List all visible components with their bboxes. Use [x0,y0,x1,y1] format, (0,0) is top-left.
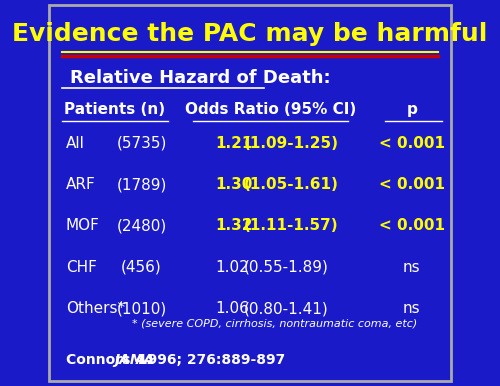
Text: MOF: MOF [66,218,100,234]
Text: 1.21: 1.21 [215,136,252,151]
FancyBboxPatch shape [50,5,450,381]
Text: 1.30: 1.30 [215,177,252,192]
Text: All: All [66,136,84,151]
Text: < 0.001: < 0.001 [378,177,444,192]
Text: 1.02: 1.02 [215,260,249,275]
Text: Odds Ratio (95% CI): Odds Ratio (95% CI) [185,102,356,117]
Text: Patients (n): Patients (n) [64,102,166,117]
Text: 1.32: 1.32 [215,218,252,234]
Text: CHF: CHF [66,260,96,275]
Text: Evidence the PAC may be harmful: Evidence the PAC may be harmful [12,22,488,46]
Text: (5735): (5735) [116,136,166,151]
Text: (0.80-1.41): (0.80-1.41) [244,301,328,316]
Text: (1010): (1010) [116,301,166,316]
Text: ns: ns [403,260,420,275]
Text: * (severe COPD, cirrhosis, nontraumatic coma, etc): * (severe COPD, cirrhosis, nontraumatic … [132,318,417,328]
Text: JAMA: JAMA [114,353,154,367]
Text: (1.11-1.57): (1.11-1.57) [244,218,338,234]
Text: (1.09-1.25): (1.09-1.25) [244,136,339,151]
Text: Others*: Others* [66,301,125,316]
Text: (0.55-1.89): (0.55-1.89) [244,260,328,275]
Text: (1.05-1.61): (1.05-1.61) [244,177,338,192]
Text: Connors A.: Connors A. [66,353,156,367]
Text: < 0.001: < 0.001 [378,218,444,234]
Text: ns: ns [403,301,420,316]
Text: 1.06: 1.06 [215,301,249,316]
Text: < 0.001: < 0.001 [378,136,444,151]
Text: (2480): (2480) [116,218,166,234]
Text: (1789): (1789) [116,177,166,192]
Text: (456): (456) [121,260,162,275]
Text: ARF: ARF [66,177,96,192]
Text: Relative Hazard of Death:: Relative Hazard of Death: [70,69,330,87]
Text: 1996; 276:889-897: 1996; 276:889-897 [134,353,286,367]
Text: p: p [406,102,417,117]
